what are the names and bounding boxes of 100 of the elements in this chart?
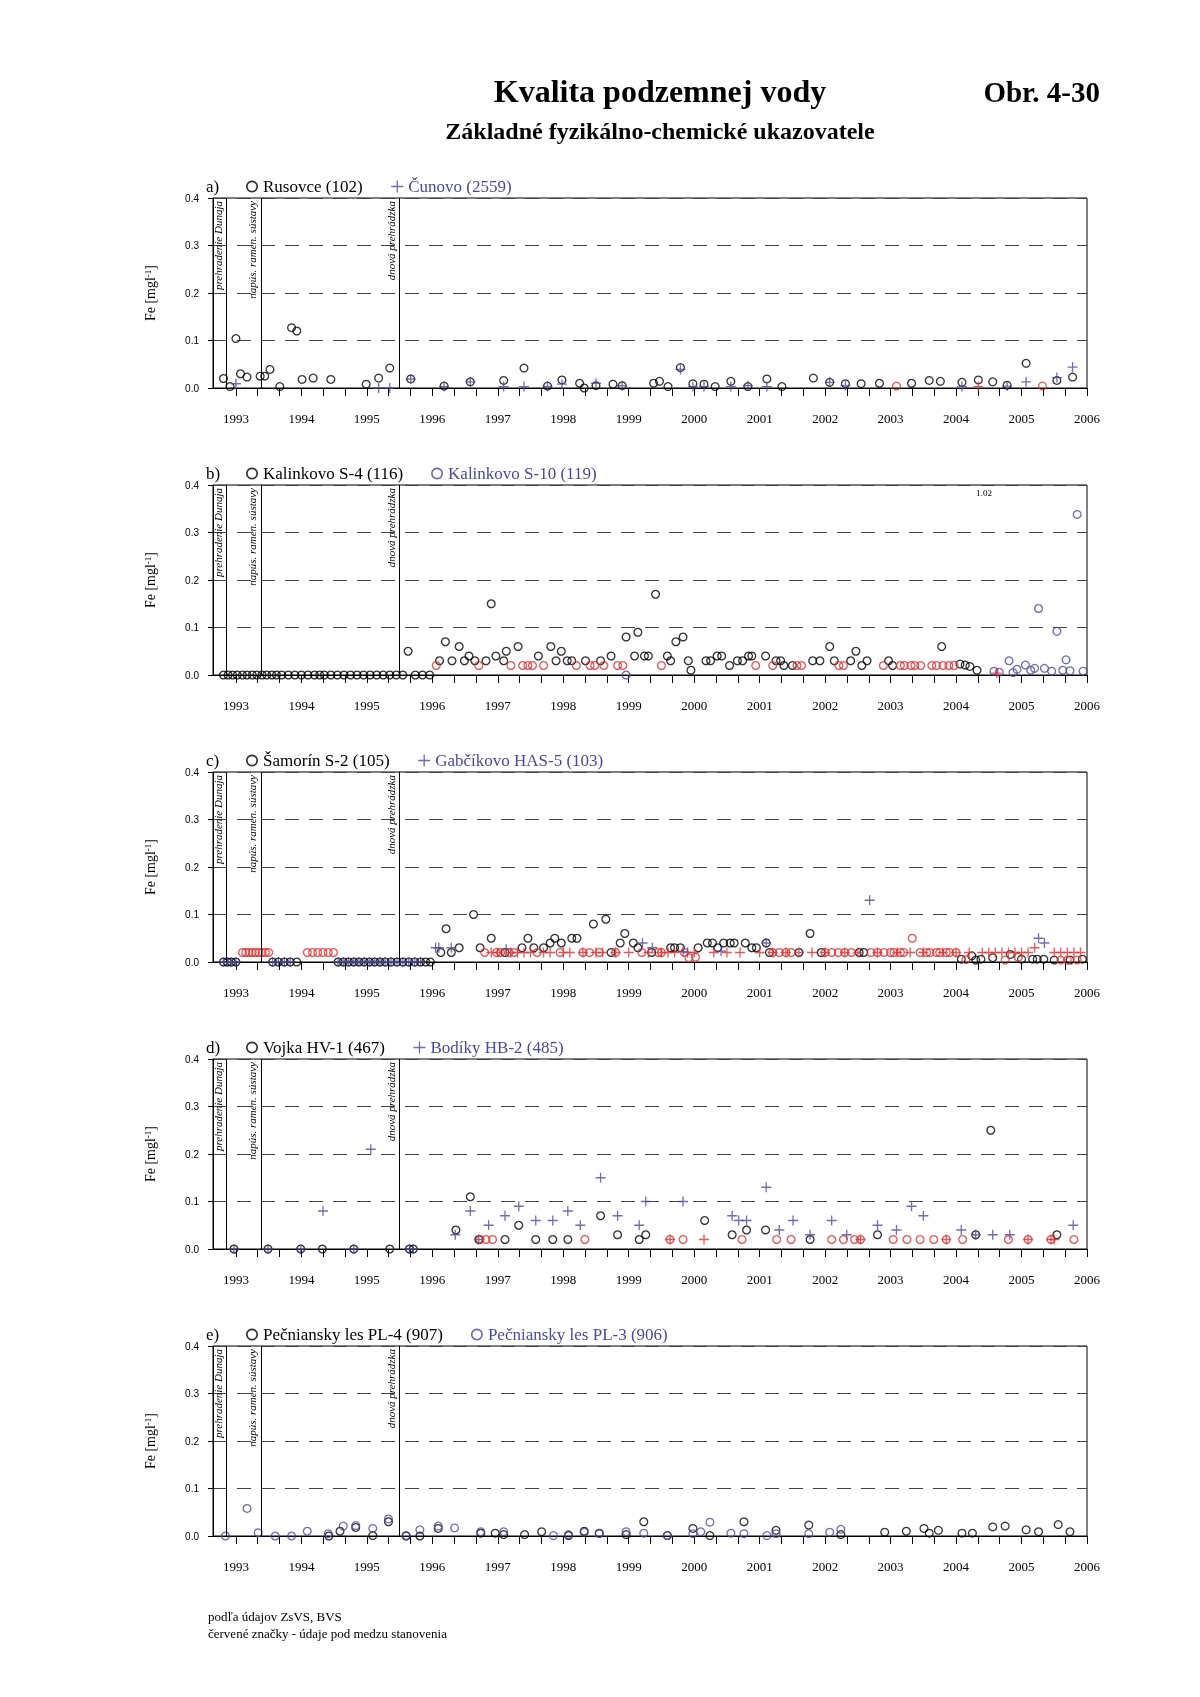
x-tick-label: 2000 [681, 411, 708, 426]
x-tick-label: 2004 [943, 985, 970, 1000]
ref-line-label: napús. ramen. sústavy [246, 487, 259, 586]
ref-line-label: dnová prehrádzka [385, 774, 398, 855]
x-tick-label: 1995 [353, 411, 380, 426]
x-tick-label: 1996 [419, 411, 446, 426]
x-tick-label: 1995 [353, 1272, 380, 1287]
x-tick-label: 1994 [288, 1272, 315, 1287]
x-tick-label: 2002 [812, 985, 839, 1000]
text: Obr. 4-30 [983, 76, 1100, 109]
x-tick-label: 1998 [550, 985, 577, 1000]
x-tick-label: 2002 [812, 698, 839, 713]
y-tick-label: 0.2 [185, 287, 200, 299]
ref-line-label: prehradenie Dunaja [211, 1348, 224, 1440]
legend-label: Kalinkovo S-4 (116) [263, 464, 404, 483]
x-tick-label: 1999 [615, 985, 642, 1000]
y-tick-label: 0.3 [185, 1388, 200, 1399]
ref-line-label: dnová prehrádzka [385, 487, 398, 568]
x-tick-label: 2006 [1074, 1559, 1101, 1574]
x-tick-label: 1996 [419, 1559, 446, 1574]
x-tick-label: 1998 [550, 698, 577, 713]
y-tick-label: 0.4 [185, 766, 200, 778]
x-tick-label: 1995 [353, 698, 380, 713]
x-tick-label: 1993 [222, 411, 249, 426]
y-tick-label: 0.3 [185, 814, 200, 825]
x-tick-label: 1999 [615, 411, 642, 426]
x-tick-label: 1996 [419, 698, 446, 713]
legend-title: c) [206, 751, 220, 770]
legend-label: Kalinkovo S-10 (119) [448, 464, 597, 483]
legend-label: Pečniansky les PL-4 (907) [263, 1325, 443, 1344]
x-tick-label: 1995 [353, 1559, 380, 1574]
chart-subtitle: Základné fyzikálno-chemické ukazovatele [444, 118, 876, 145]
x-tick-label: 1998 [550, 1559, 577, 1574]
y-tick-label: 0.0 [185, 382, 200, 394]
y-tick-label: 0.0 [185, 956, 200, 968]
y-tick-label: 0.3 [185, 527, 200, 538]
x-tick-label: 2005 [1008, 985, 1035, 1000]
x-tick-label: 2003 [877, 1272, 904, 1287]
x-tick-label: 2001 [746, 1559, 773, 1574]
y-tick-label: 0.1 [185, 1483, 200, 1494]
ref-line-label: napús. ramen. sústavy [246, 1348, 259, 1447]
y-axis-title: Fe [mgl-1] [142, 1412, 158, 1470]
y-tick-label: 0.2 [185, 861, 200, 873]
ref-line-label: prehradenie Dunaja [211, 200, 224, 292]
legend-label: Šamorín S-2 (105) [263, 751, 390, 770]
x-tick-label: 1997 [484, 985, 512, 1000]
legend-label: Čunovo (2559) [408, 177, 512, 196]
x-tick-label: 2001 [746, 698, 773, 713]
x-tick-label: 2003 [877, 985, 904, 1000]
x-tick-label: 1998 [550, 411, 577, 426]
ref-line-label: dnová prehrádzka [385, 1348, 398, 1429]
legend-label: Gabčíkovo HAS-5 (103) [435, 751, 604, 770]
x-tick-label: 1993 [222, 1559, 249, 1574]
ref-line-label: prehradenie Dunaja [211, 774, 224, 866]
x-tick-label: 1996 [419, 1272, 446, 1287]
x-tick-label: 2004 [943, 1559, 970, 1574]
x-tick-label: 2004 [943, 698, 970, 713]
y-tick-label: 0.2 [185, 1435, 200, 1447]
chart-title: Kvalita podzemnej vody [493, 73, 827, 109]
y-tick-label: 0.0 [185, 669, 200, 681]
legend-label: Pečniansky les PL-3 (906) [487, 1325, 668, 1344]
y-axis-title: Fe [mgl-1] [142, 551, 158, 609]
legend-title: a) [206, 177, 220, 196]
text: červené značky - údaje pod medzu stanovenia [208, 1625, 448, 1642]
x-tick-label: 2004 [943, 1272, 970, 1287]
legend-label: Rusovce (102) [263, 177, 363, 196]
ref-line-label: dnová prehrádzka [385, 200, 398, 281]
y-tick-label: 0.2 [185, 574, 200, 586]
x-tick-label: 2002 [812, 1272, 839, 1287]
x-tick-label: 1999 [615, 1559, 642, 1574]
x-tick-label: 1997 [484, 411, 512, 426]
x-tick-label: 2004 [943, 411, 970, 426]
ref-line-label: prehradenie Dunaja [211, 487, 224, 579]
y-tick-label: 0.4 [185, 1053, 200, 1065]
x-tick-label: 2003 [877, 411, 904, 426]
y-tick-label: 0.0 [185, 1243, 200, 1255]
x-tick-label: 1995 [353, 985, 380, 1000]
y-tick-label: 0.4 [185, 479, 200, 491]
y-tick-label: 0.3 [185, 240, 200, 251]
x-tick-label: 2000 [681, 1272, 708, 1287]
x-tick-label: 1994 [288, 411, 315, 426]
x-tick-label: 2006 [1074, 985, 1101, 1000]
x-tick-label: 1998 [550, 1272, 577, 1287]
x-tick-label: 2001 [746, 1272, 773, 1287]
x-tick-label: 1997 [484, 1272, 512, 1287]
x-tick-label: 1993 [222, 1272, 249, 1287]
legend-title: d) [206, 1038, 221, 1057]
legend-title: e) [206, 1325, 220, 1344]
x-tick-label: 1993 [222, 985, 249, 1000]
y-tick-label: 0.4 [185, 1340, 200, 1352]
legend-title: b) [206, 464, 221, 483]
y-tick-label: 0.4 [185, 192, 200, 204]
x-tick-label: 1994 [288, 985, 315, 1000]
x-tick-label: 2001 [746, 985, 773, 1000]
x-tick-label: 2000 [681, 698, 708, 713]
ref-line-label: napús. ramen. sústavy [246, 1061, 259, 1160]
y-tick-label: 0.1 [185, 622, 200, 633]
x-tick-label: 2001 [746, 411, 773, 426]
x-tick-label: 2005 [1008, 1272, 1035, 1287]
ref-line-label: dnová prehrádzka [385, 1061, 398, 1142]
